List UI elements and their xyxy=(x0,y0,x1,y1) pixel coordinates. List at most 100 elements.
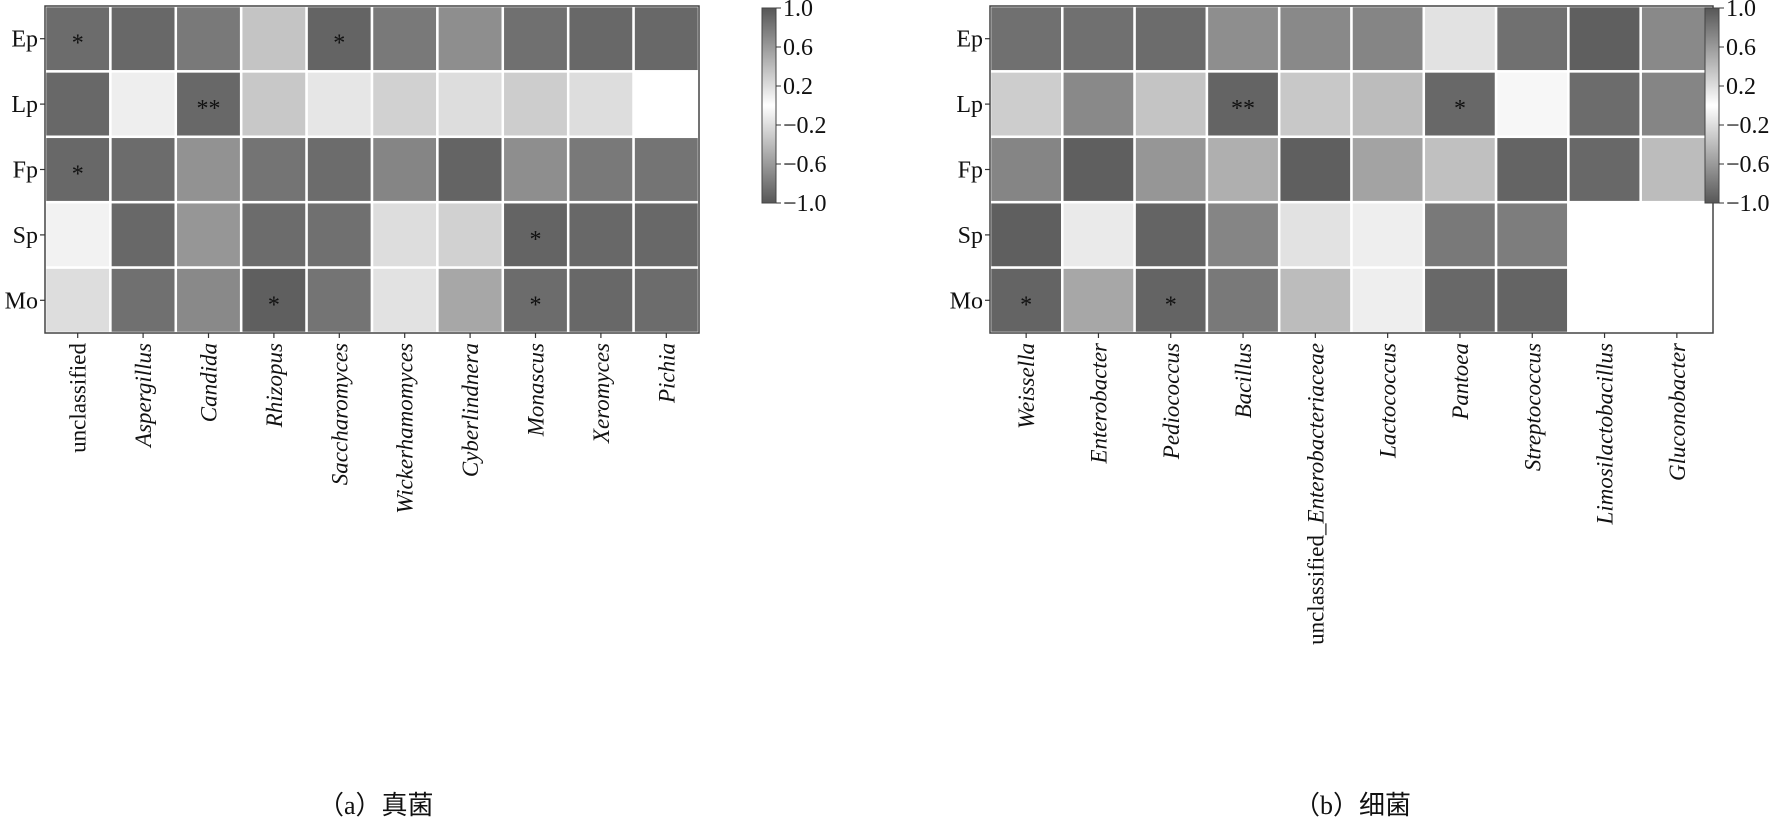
fungi-cell-lp-0 xyxy=(43,70,112,139)
bacteria-col-label-0: Weissella xyxy=(1014,343,1039,429)
bacteria-col-label-8: Limosilactobacillus xyxy=(1593,343,1618,526)
bacteria-cell-ep-6 xyxy=(1422,4,1498,73)
fungi-cell-sp-8 xyxy=(566,200,635,269)
bacteria-cell-mo-8 xyxy=(1567,266,1642,335)
fungi-row-label-sp: Sp xyxy=(13,223,38,249)
bacteria-cell-sp-4 xyxy=(1277,200,1353,269)
bacteria-cell-sp-9 xyxy=(1639,200,1715,269)
bacteria-cell-fp-9 xyxy=(1639,135,1715,204)
fungi-col-label-4: Saccharomyces xyxy=(327,343,352,485)
bacteria-row-label-mo: Mo xyxy=(950,288,983,314)
fungi-cell-fp-1 xyxy=(109,135,178,204)
fungi-cell-ep-1 xyxy=(109,4,178,73)
bacteria-cell-ep-2 xyxy=(1133,4,1209,73)
fungi-cell-mo-3 xyxy=(239,266,308,335)
fungi-cell-fp-6 xyxy=(436,135,505,204)
fungi-row-label-ep: Ep xyxy=(11,27,38,53)
bacteria-col-label-4: unclassified_Enterobacteriaceae xyxy=(1303,343,1328,645)
bacteria-colorbar xyxy=(1704,7,1720,204)
fungi-colorbar xyxy=(761,7,777,204)
bacteria-cell-fp-8 xyxy=(1567,135,1642,204)
fungi-cell-lp-1 xyxy=(109,70,178,139)
bacteria-cell-ep-5 xyxy=(1350,4,1426,73)
fungi-cell-sp-6 xyxy=(436,200,505,269)
fungi-cell-mo-2 xyxy=(174,266,243,335)
bacteria-col-label-7: Streptococcus xyxy=(1520,343,1545,471)
fungi-col-label-9: Pichia xyxy=(654,343,679,404)
bacteria-cell-fp-7 xyxy=(1494,135,1570,204)
bacteria-cell-lp-5 xyxy=(1350,70,1426,139)
fungi-cell-ep-8 xyxy=(566,4,635,73)
fungi-cell-sp-2 xyxy=(174,200,243,269)
fungi-cell-mo-1 xyxy=(109,266,178,335)
fungi-cell-ep-6 xyxy=(436,4,505,73)
bacteria-cell-sp-1 xyxy=(1061,200,1136,269)
fungi-col-label-5: Wickerhamomyces xyxy=(393,343,418,514)
fungi-significance-mark: * xyxy=(72,162,84,188)
fungi-cell-lp-6 xyxy=(436,70,505,139)
bacteria-cell-fp-4 xyxy=(1277,135,1353,204)
bacteria-cell-sp-7 xyxy=(1494,200,1570,269)
fungi-cell-fp-8 xyxy=(566,135,635,204)
fungi-significance-mark: * xyxy=(530,227,542,253)
bacteria-cell-lp-8 xyxy=(1567,70,1642,139)
bacteria-cell-fp-0 xyxy=(988,135,1064,204)
bacteria-cell-ep-0 xyxy=(988,4,1064,73)
bacteria-cell-lp-7 xyxy=(1494,70,1570,139)
bacteria-significance-mark: * xyxy=(1020,292,1032,318)
fungi-cell-fp-9 xyxy=(632,135,701,204)
fungi-cell-lp-9 xyxy=(632,70,701,139)
fungi-cell-lp-5 xyxy=(370,70,439,139)
bacteria-col-label-6: Pantoea xyxy=(1448,343,1473,421)
bacteria-cell-lp-4 xyxy=(1277,70,1353,139)
fungi-cell-sp-5 xyxy=(370,200,439,269)
bacteria-col-label-5: Lactococcus xyxy=(1376,343,1401,459)
bacteria-cell-lp-2 xyxy=(1133,70,1209,139)
bacteria-cell-sp-6 xyxy=(1422,200,1498,269)
bacteria-colorbar-tick-label: −0.2 xyxy=(1726,113,1770,139)
bacteria-cell-mo-1 xyxy=(1061,266,1136,335)
bacteria-cell-sp-5 xyxy=(1350,200,1426,269)
fungi-cell-sp-1 xyxy=(109,200,178,269)
fungi-col-label-3: Rhizopus xyxy=(262,343,287,428)
fungi-cell-sp-9 xyxy=(632,200,701,269)
fungi-panel-caption: （a）真菌 xyxy=(318,791,434,820)
bacteria-cell-fp-5 xyxy=(1350,135,1426,204)
bacteria-cell-mo-9 xyxy=(1639,266,1715,335)
bacteria-row-label-fp: Fp xyxy=(958,158,983,184)
bacteria-cell-ep-9 xyxy=(1639,4,1715,73)
fungi-row-label-lp: Lp xyxy=(11,92,38,118)
bacteria-cell-sp-2 xyxy=(1133,200,1209,269)
fungi-cell-ep-7 xyxy=(501,4,570,73)
fungi-significance-mark: * xyxy=(530,292,542,318)
fungi-colorbar-tick-label: 0.2 xyxy=(783,74,813,100)
fungi-cell-sp-0 xyxy=(43,200,112,269)
fungi-row-label-fp: Fp xyxy=(13,158,38,184)
fungi-cell-lp-4 xyxy=(305,70,374,139)
bacteria-significance-mark: * xyxy=(1454,96,1466,122)
bacteria-panel-caption: （b）细菌 xyxy=(1294,791,1412,820)
fungi-colorbar-tick-label: 0.6 xyxy=(783,35,813,61)
bacteria-cell-lp-9 xyxy=(1639,70,1715,139)
bacteria-cell-fp-2 xyxy=(1133,135,1209,204)
bacteria-col-label-1: Enterobacter xyxy=(1086,342,1111,465)
fungi-cell-mo-4 xyxy=(305,266,374,335)
bacteria-cell-mo-2 xyxy=(1133,266,1209,335)
bacteria-cell-ep-7 xyxy=(1494,4,1570,73)
fungi-cell-lp-7 xyxy=(501,70,570,139)
fungi-cell-ep-9 xyxy=(632,4,701,73)
fungi-cell-mo-0 xyxy=(43,266,112,335)
bacteria-significance-mark: ** xyxy=(1231,96,1255,122)
fungi-cell-fp-7 xyxy=(501,135,570,204)
bacteria-row-label-sp: Sp xyxy=(958,223,983,249)
bacteria-cell-lp-1 xyxy=(1061,70,1136,139)
fungi-cell-fp-4 xyxy=(305,135,374,204)
fungi-col-label-8: Xeromyces xyxy=(589,343,614,444)
fungi-col-label-1: Aspergillus xyxy=(131,343,156,449)
bacteria-colorbar-tick-label: 0.6 xyxy=(1726,35,1756,61)
fungi-col-label-6: Cyberlindnera xyxy=(458,343,483,477)
bacteria-row-label-ep: Ep xyxy=(956,27,983,53)
fungi-col-label-0: unclassified xyxy=(66,343,91,453)
